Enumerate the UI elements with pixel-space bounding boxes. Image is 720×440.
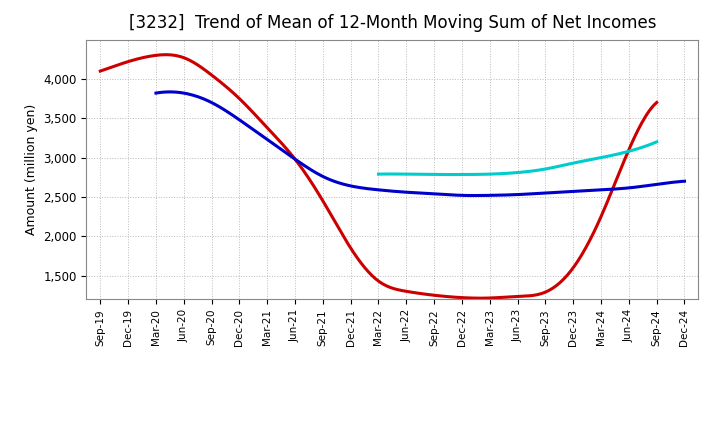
Y-axis label: Amount (million yen): Amount (million yen) [24,104,37,235]
Title: [3232]  Trend of Mean of 12-Month Moving Sum of Net Incomes: [3232] Trend of Mean of 12-Month Moving … [129,15,656,33]
